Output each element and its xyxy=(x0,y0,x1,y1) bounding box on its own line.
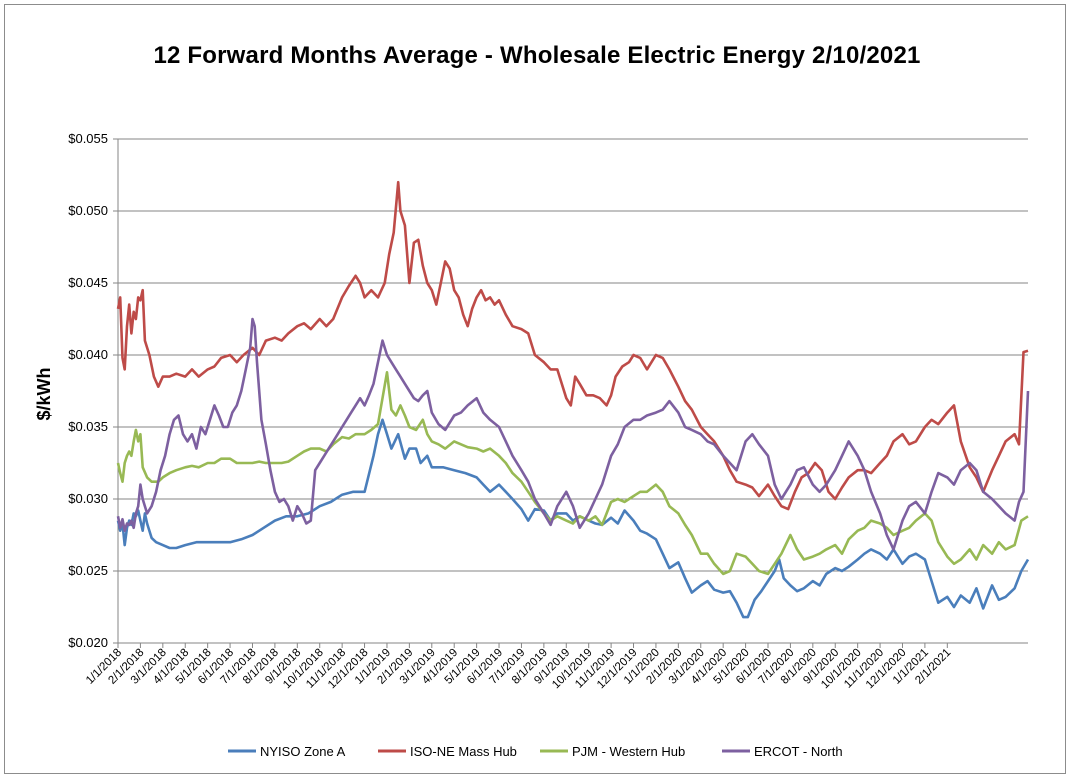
y-tick-label: $0.045 xyxy=(68,275,108,290)
gridlines xyxy=(118,138,1028,644)
series-line-nyiso-zone-a xyxy=(116,418,1030,619)
legend-label: PJM - Western Hub xyxy=(572,744,685,759)
legend-label: ERCOT - North xyxy=(754,744,843,759)
chart-title: 12 Forward Months Average - Wholesale El… xyxy=(153,42,921,69)
legend-item: ISO-NE Mass Hub xyxy=(378,744,517,759)
y-tick-label: $0.055 xyxy=(68,131,108,146)
legend-label: NYISO Zone A xyxy=(260,744,346,759)
series-line-ercot-north xyxy=(116,317,1030,551)
legend-item: PJM - Western Hub xyxy=(540,744,685,759)
legend: NYISO Zone A ISO-NE Mass Hub PJM - Western… xyxy=(228,744,843,759)
y-axis-label: $/kWh xyxy=(34,367,54,420)
y-tick-label: $0.040 xyxy=(68,347,108,362)
y-tick-label: $0.035 xyxy=(68,419,108,434)
legend-item: NYISO Zone A xyxy=(228,744,346,759)
y-tick-label: $0.050 xyxy=(68,203,108,218)
chart-frame xyxy=(4,4,1066,774)
series-line-iso-ne-mass-hub xyxy=(116,180,1029,511)
legend-item: ERCOT - North xyxy=(722,744,843,759)
series-lines xyxy=(116,180,1030,619)
legend-label: ISO-NE Mass Hub xyxy=(410,744,517,759)
series-line-pjm-western-hub xyxy=(116,371,1029,576)
y-tick-label: $0.030 xyxy=(68,491,108,506)
y-tick-label: $0.020 xyxy=(68,635,108,650)
axes: $0.020 $0.025 $0.030 $0.035 $0.040 $0.045 $0.0… xyxy=(68,131,953,691)
y-tick-label: $0.025 xyxy=(68,563,108,578)
